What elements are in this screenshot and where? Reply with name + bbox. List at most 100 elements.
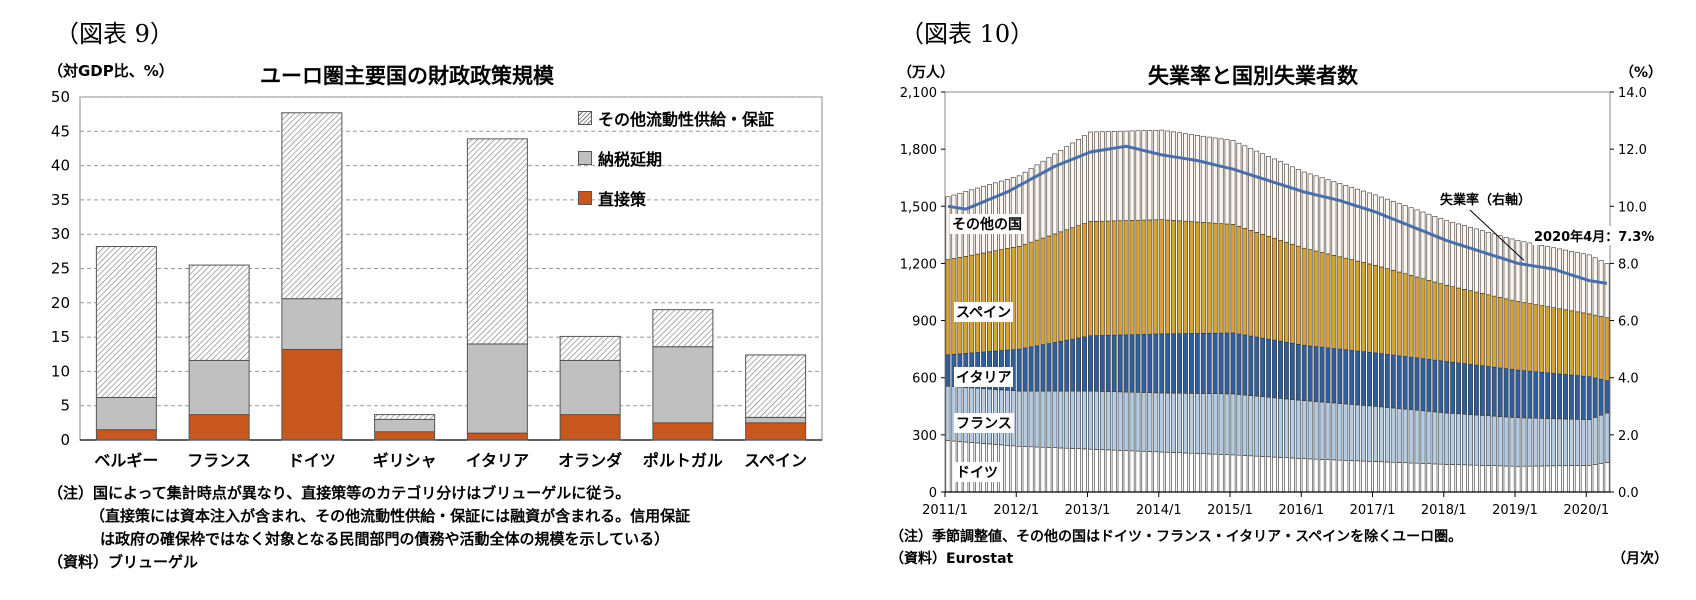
stack-bar-segment xyxy=(1586,313,1592,378)
stack-bar-segment xyxy=(945,354,951,387)
stack-bar-segment xyxy=(1147,392,1153,452)
stack-bar-segment xyxy=(1444,361,1450,414)
stack-bar-segment xyxy=(1367,192,1372,265)
label-spain: スペイン xyxy=(954,302,1014,322)
stack-bar-segment xyxy=(1349,259,1355,351)
stack-bar-segment xyxy=(1212,222,1218,334)
stack-bar-segment xyxy=(1088,131,1093,222)
stack-bar-segment xyxy=(1468,290,1473,365)
stack-bar-segment xyxy=(1266,235,1272,340)
label-france: フランス xyxy=(954,413,1014,433)
stack-bar-segment xyxy=(1040,344,1046,392)
stack-bar-segment xyxy=(1337,459,1343,493)
stack-bar-segment xyxy=(1563,465,1568,493)
stack-bar-segment xyxy=(1177,333,1182,394)
stack-bar-segment xyxy=(1260,456,1266,493)
stack-bar-segment xyxy=(1414,357,1420,411)
stack-bar-segment xyxy=(1004,248,1010,351)
stack-bar-segment xyxy=(1557,308,1562,375)
stack-bar-segment xyxy=(1307,345,1313,402)
left-y-tick-label: 25 xyxy=(51,260,70,278)
stack-bar-segment xyxy=(1355,350,1361,406)
stack-bar-segment xyxy=(1378,196,1384,268)
stack-bar-segment xyxy=(1248,148,1254,231)
stack-bar-segment xyxy=(1129,450,1135,493)
stack-bar-segment xyxy=(1159,451,1165,493)
right-left-tick-label: 300 xyxy=(912,429,937,444)
stack-bar-segment xyxy=(1289,166,1295,245)
stack-bar-segment xyxy=(1343,257,1349,351)
stack-bar-segment xyxy=(1129,220,1135,335)
stack-bar-segment xyxy=(1082,390,1087,450)
stack-bar-segment xyxy=(1242,228,1248,336)
stack-bar-segment xyxy=(1254,455,1260,493)
stack-bar-segment xyxy=(1373,461,1378,493)
stack-bar-segment xyxy=(1420,358,1426,412)
stack-bar-segment xyxy=(1456,223,1462,289)
legend-item-direct: 直接策 xyxy=(578,188,774,209)
stack-bar-segment xyxy=(1242,334,1248,396)
right-unit-right: （%） xyxy=(1620,65,1663,81)
stack-bar-segment xyxy=(1272,158,1277,239)
stack-bar-segment xyxy=(1254,150,1260,233)
stack-bar-segment xyxy=(1278,457,1283,493)
stack-bar-segment xyxy=(1468,364,1473,415)
stack-bar-segment xyxy=(1396,271,1402,357)
stack-bar-segment xyxy=(1117,220,1123,336)
stack-bar-segment xyxy=(945,385,951,441)
left-y-tick-label: 30 xyxy=(51,225,70,243)
stack-bar-segment xyxy=(1420,278,1426,359)
stack-bar-segment xyxy=(1432,281,1438,361)
stack-bar-segment xyxy=(1283,457,1289,493)
stack-bar-segment xyxy=(1491,233,1497,297)
stack-bar-segment xyxy=(1242,394,1248,456)
stack-bar-segment xyxy=(1278,398,1283,458)
stack-bar-segment xyxy=(1361,262,1367,352)
left-x-tick-label: スペイン xyxy=(744,451,807,470)
right-note: （注）季節調整値、その他の国はドイツ・フランス・イタリア・スペインを除くユーロ圏… xyxy=(890,529,1463,545)
stack-bar-segment xyxy=(1361,405,1367,462)
stack-bar-segment xyxy=(1034,390,1040,448)
stack-bar-segment xyxy=(1349,404,1355,461)
stack-bar-segment xyxy=(1468,464,1473,493)
left-y-tick-label: 20 xyxy=(51,294,70,312)
stack-bar-segment xyxy=(1557,465,1562,493)
right-x-tick-label: 2013/1 xyxy=(1065,503,1111,518)
stack-bar-segment xyxy=(1266,155,1272,237)
legend-item-tax: 納税延期 xyxy=(578,148,774,169)
stack-bar-segment xyxy=(1592,377,1598,418)
bar-segment xyxy=(466,138,528,345)
stack-bar-segment xyxy=(1580,419,1586,466)
stack-bar-segment xyxy=(1153,392,1159,453)
stack-bar-segment xyxy=(1153,333,1159,394)
stack-bar-segment xyxy=(1301,345,1307,401)
stack-bar-segment xyxy=(1254,232,1260,338)
stack-bar-segment xyxy=(1313,175,1319,252)
stack-bar-segment xyxy=(1052,390,1058,449)
right-x-tick-label: 2015/1 xyxy=(1207,503,1253,518)
stack-bar-segment xyxy=(1183,392,1188,454)
stack-bar-segment xyxy=(1141,219,1147,335)
left-note-2: （直接策には資本注入が含まれ、その他流動性供給・保証には融資が含まれる。信用保証 xyxy=(90,507,691,525)
stack-bar-segment xyxy=(1177,452,1182,493)
stack-bar-segment xyxy=(1165,392,1171,453)
stack-bar-segment xyxy=(1426,463,1432,493)
stack-bar-segment xyxy=(1141,392,1147,452)
stack-bar-segment xyxy=(1117,334,1123,393)
stack-bar-segment xyxy=(1384,198,1390,269)
stack-bar-segment xyxy=(1022,243,1028,349)
stack-bar-segment xyxy=(1343,349,1349,405)
stack-bar-segment xyxy=(1010,247,1016,350)
stack-bar-segment xyxy=(1194,135,1200,223)
stack-bar-segment xyxy=(1545,465,1551,493)
stack-bar-segment xyxy=(1580,465,1586,493)
stack-bar-segment xyxy=(1224,223,1230,334)
stack-bar-segment xyxy=(1064,447,1070,493)
stack-bar-segment xyxy=(1171,392,1177,453)
right-left-tick-label: 1,800 xyxy=(900,143,937,158)
stack-bar-segment xyxy=(1153,129,1159,221)
stack-bar-segment xyxy=(945,440,951,493)
stack-bar-segment xyxy=(1343,403,1349,461)
stack-bar-segment xyxy=(1016,245,1022,350)
stack-bar-segment xyxy=(1301,171,1307,249)
